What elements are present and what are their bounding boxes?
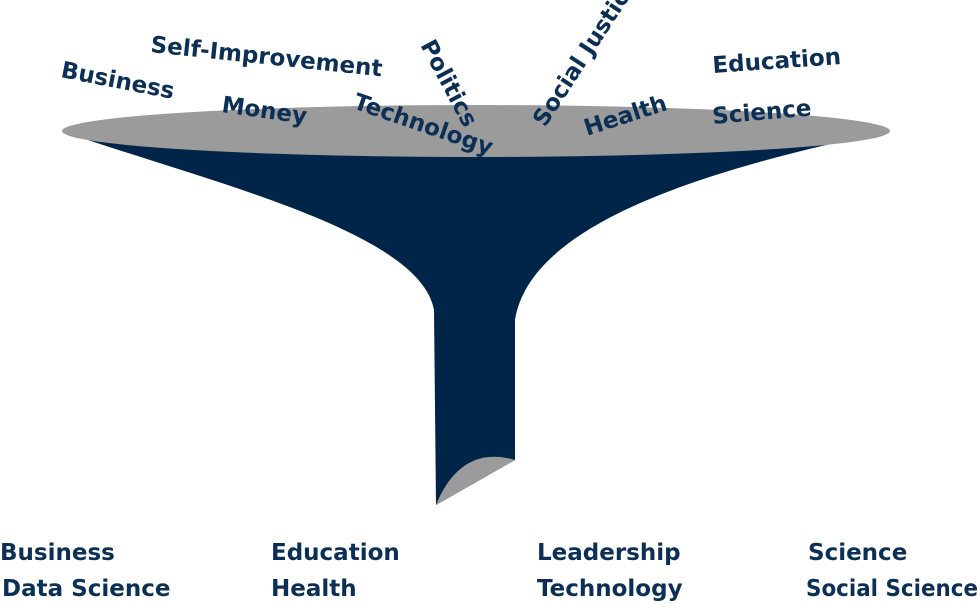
output-health: Health: [271, 576, 357, 602]
funnel-rim: [62, 105, 890, 157]
funnel-spout-opening: [436, 456, 515, 505]
topic-education: Education: [712, 44, 842, 79]
funnel-body: [62, 131, 890, 505]
output-education: Education: [271, 540, 400, 566]
output-technology: Technology: [537, 576, 683, 602]
output-business: Business: [0, 540, 115, 566]
output-science: Science: [808, 540, 908, 566]
output-leadership: Leadership: [537, 540, 681, 566]
topic-self-improvement: Self-Improvement: [149, 32, 383, 82]
output-social-science: Social Science: [806, 576, 979, 602]
topic-business: Business: [59, 57, 177, 104]
output-data-science: Data Science: [2, 576, 171, 602]
